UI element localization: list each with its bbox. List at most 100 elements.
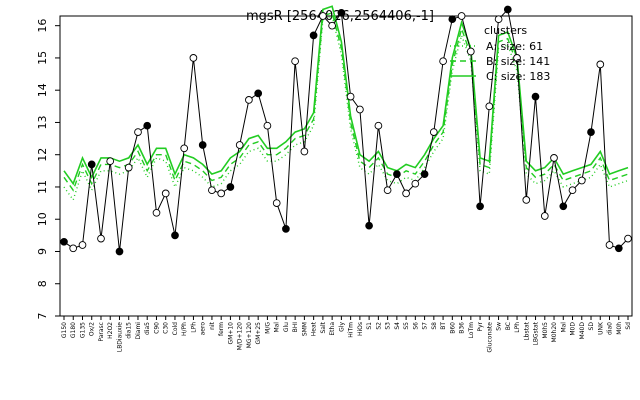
- y-tick-label: 9: [36, 248, 49, 255]
- data-point: [97, 234, 105, 243]
- y-tick-label: 13: [36, 115, 49, 129]
- x-tick-label: Sw: [496, 322, 503, 331]
- x-tick-label: LBGstat: [533, 321, 540, 345]
- x-tick-label: S2: [375, 322, 382, 330]
- x-tick-label: Glu: [283, 322, 290, 332]
- data-point: [78, 241, 87, 249]
- x-tick-label: H2O2: [107, 322, 114, 339]
- axes-frame: 7 8 9 10 11 12 13 14 15 16: [36, 15, 633, 320]
- data-point: [346, 92, 355, 101]
- x-tick-label: ferm: [218, 322, 225, 336]
- data-point: [605, 241, 614, 249]
- legend-entry: B: size: 141: [486, 55, 550, 68]
- data-point: [356, 105, 364, 114]
- x-tick-label: nit: [209, 321, 216, 329]
- data-point: [115, 247, 124, 256]
- data-point: [226, 183, 235, 191]
- x-tick-label: Salt: [320, 321, 327, 333]
- x-tick-label: MG+120: [246, 322, 253, 348]
- data-point: [568, 186, 577, 195]
- data-point: [319, 12, 327, 20]
- x-tick-label: Diami: [135, 322, 142, 340]
- x-tick-label: S8: [431, 322, 438, 330]
- data-point: [134, 128, 142, 136]
- data-point: [106, 157, 115, 166]
- x-tick-label: UNK: [597, 321, 604, 335]
- data-point: [235, 141, 244, 149]
- x-tick-label: S4: [394, 322, 401, 330]
- data-point: [69, 244, 78, 253]
- x-tick-label: M/D+120: [237, 322, 244, 350]
- legend-entry: C: size: 183: [486, 70, 550, 83]
- x-tick-label: GM+10: [227, 322, 234, 345]
- y-tick-label: 7: [36, 313, 49, 320]
- x-tick-label: Mal: [274, 322, 281, 333]
- x-tick-label: BHI: [292, 322, 299, 333]
- x-tick-label: Pyr: [477, 321, 484, 331]
- data-point: [300, 147, 309, 156]
- data-point: [550, 154, 558, 162]
- plot-frame: [59, 15, 633, 317]
- x-tick-label: LPh: [190, 322, 197, 333]
- x-tick-label: BT: [440, 322, 447, 330]
- y-tick-label: 14: [36, 83, 49, 97]
- x-tick-label: Heat: [311, 321, 318, 336]
- x-tick-label: B36: [459, 322, 466, 334]
- data-point: [374, 121, 383, 130]
- data-point: [531, 92, 540, 101]
- data-point: [245, 96, 253, 104]
- x-tick-label: SD: [588, 322, 595, 331]
- data-point: [309, 31, 318, 40]
- data-point: [596, 60, 605, 69]
- x-tick-label: M0h5: [542, 322, 549, 339]
- x-tick-label: Mal: [560, 322, 567, 333]
- x-tick-label: M0D: [570, 322, 577, 336]
- x-tick-label: LPh: [514, 322, 521, 333]
- data-point: [383, 186, 392, 195]
- y-tick-label: 10: [36, 212, 49, 226]
- legend-title: clusters: [484, 24, 527, 37]
- series-line: [63, 11, 629, 192]
- x-tick-label: GM+25: [255, 322, 262, 345]
- data-point: [254, 89, 263, 98]
- legend-entry: A: size: 61: [486, 40, 543, 53]
- data-point: [513, 54, 521, 62]
- data-point: [263, 121, 272, 130]
- data-point: [540, 212, 549, 220]
- data-point: [577, 176, 586, 185]
- data-point: [429, 128, 438, 136]
- x-tick-label: S1: [366, 322, 373, 330]
- legend: clusters A: size: 61 B: size: 141 C: size: …: [450, 24, 550, 83]
- x-tick-label: C30: [163, 322, 170, 334]
- data-point: [448, 15, 457, 24]
- x-tick-label: H/Ph: [181, 322, 188, 336]
- data-point: [522, 196, 531, 204]
- points-layer: [60, 5, 632, 256]
- x-tick-label: Ox/2: [89, 322, 96, 336]
- data-point: [624, 234, 632, 243]
- data-point: [272, 199, 281, 207]
- x-tick-label: dia0: [607, 322, 614, 335]
- data-point: [402, 189, 410, 198]
- x-tick-label: Parasc: [98, 322, 105, 342]
- x-tick-label: LoTm: [468, 322, 475, 339]
- data-point: [614, 244, 623, 253]
- x-tick-label: S6: [412, 322, 419, 330]
- y-tick-label: 11: [36, 180, 49, 194]
- x-tick-label: S3: [385, 322, 392, 330]
- data-point: [208, 186, 216, 195]
- data-point: [87, 160, 96, 169]
- data-point: [365, 221, 373, 230]
- data-point: [587, 128, 595, 136]
- y-tick-label: 8: [36, 280, 49, 287]
- series-line: [63, 15, 629, 202]
- data-point: [503, 5, 512, 14]
- data-point: [282, 225, 290, 233]
- data-point: [198, 141, 207, 149]
- data-point: [439, 57, 447, 66]
- data-point: [328, 21, 336, 30]
- x-tick-label: Gluconate: [486, 322, 493, 353]
- data-point: [337, 8, 346, 17]
- series-layer: [63, 5, 629, 202]
